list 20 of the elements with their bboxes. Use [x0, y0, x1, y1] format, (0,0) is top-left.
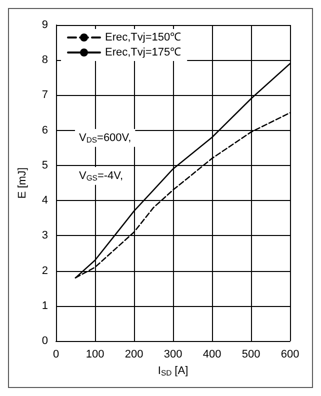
- y-tick-label: 1: [42, 300, 48, 312]
- x-tick-label: 200: [124, 348, 144, 360]
- x-tick-label: 500: [242, 348, 260, 360]
- y-tick-label: 3: [42, 230, 48, 242]
- y-tick-label: 5: [42, 159, 48, 172]
- y-tick-label: 0: [42, 335, 48, 347]
- x-tick-label: 600: [280, 348, 300, 360]
- y-tick-label: 4: [42, 194, 48, 207]
- y-tick-label: 7: [42, 89, 48, 102]
- x-tick-label: 400: [202, 348, 222, 360]
- y-tick-label: 9: [42, 19, 48, 31]
- legend-label: Erec,Tvj=150℃: [105, 32, 182, 44]
- y-tick-label: 6: [42, 124, 48, 136]
- x-tick-label: 300: [164, 348, 182, 360]
- legend-label: Erec,Tvj=175℃: [105, 46, 182, 58]
- x-tick-label: 100: [86, 348, 104, 360]
- y-tick-label: 2: [42, 264, 48, 277]
- y-tick-label: 8: [42, 54, 48, 66]
- y-axis-title: E [mJ]: [16, 167, 28, 199]
- x-tick-label: 0: [52, 348, 60, 360]
